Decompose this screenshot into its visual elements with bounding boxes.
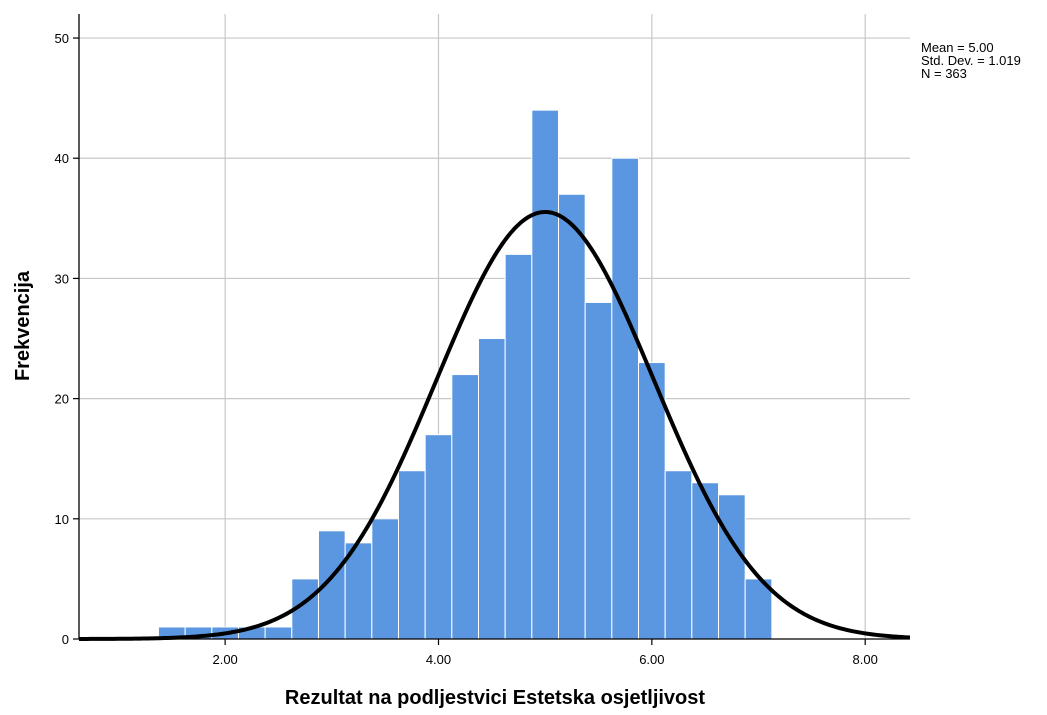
histogram-bar xyxy=(531,109,560,640)
grid-lines xyxy=(79,14,910,639)
y-tick-label: 10 xyxy=(55,512,69,527)
histogram-bar xyxy=(477,338,506,640)
tick-labels: 0 10 20 30 40 50 2.00 4.00 6.00 8.00 xyxy=(55,31,878,667)
stats-line: N = 363 xyxy=(921,66,967,81)
statistics-box: Mean = 5.00 Std. Dev. = 1.019 N = 363 xyxy=(921,40,1021,81)
histogram-bar xyxy=(691,482,720,640)
histogram-bar xyxy=(611,157,640,640)
x-axis-title: Rezultat na podljestvici Estetska osjetl… xyxy=(285,687,705,709)
axes xyxy=(73,14,910,645)
normal-curve xyxy=(78,209,911,641)
histogram-bar xyxy=(664,470,693,640)
histogram-bar xyxy=(504,253,533,640)
histogram-bar xyxy=(638,362,666,640)
stats-line: Mean = 5.00 xyxy=(921,40,994,55)
stats-line: Std. Dev. = 1.019 xyxy=(921,53,1021,68)
y-axis-title: Frekvencija xyxy=(12,270,34,381)
x-tick-label: 6.00 xyxy=(639,652,664,667)
normal-curve-layer xyxy=(78,209,911,641)
histogram-bar xyxy=(397,470,426,640)
histogram-bar xyxy=(264,626,293,640)
x-tick-label: 2.00 xyxy=(212,652,237,667)
x-tick-label: 8.00 xyxy=(853,652,878,667)
x-tick-label: 4.00 xyxy=(426,652,451,667)
histogram-bar xyxy=(424,434,453,640)
histogram-bar xyxy=(451,374,479,640)
histogram-bar xyxy=(584,301,613,640)
histogram-bars xyxy=(157,109,773,640)
histogram-bar xyxy=(558,193,586,640)
y-tick-label: 50 xyxy=(55,31,69,46)
y-tick-label: 30 xyxy=(55,271,69,286)
y-tick-label: 0 xyxy=(62,632,69,647)
y-tick-label: 40 xyxy=(55,151,69,166)
histogram-bar xyxy=(718,494,746,640)
y-tick-label: 20 xyxy=(55,392,69,407)
histogram-bar xyxy=(371,518,399,640)
